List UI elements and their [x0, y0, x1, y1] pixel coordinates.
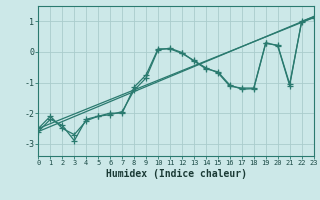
X-axis label: Humidex (Indice chaleur): Humidex (Indice chaleur): [106, 169, 246, 179]
